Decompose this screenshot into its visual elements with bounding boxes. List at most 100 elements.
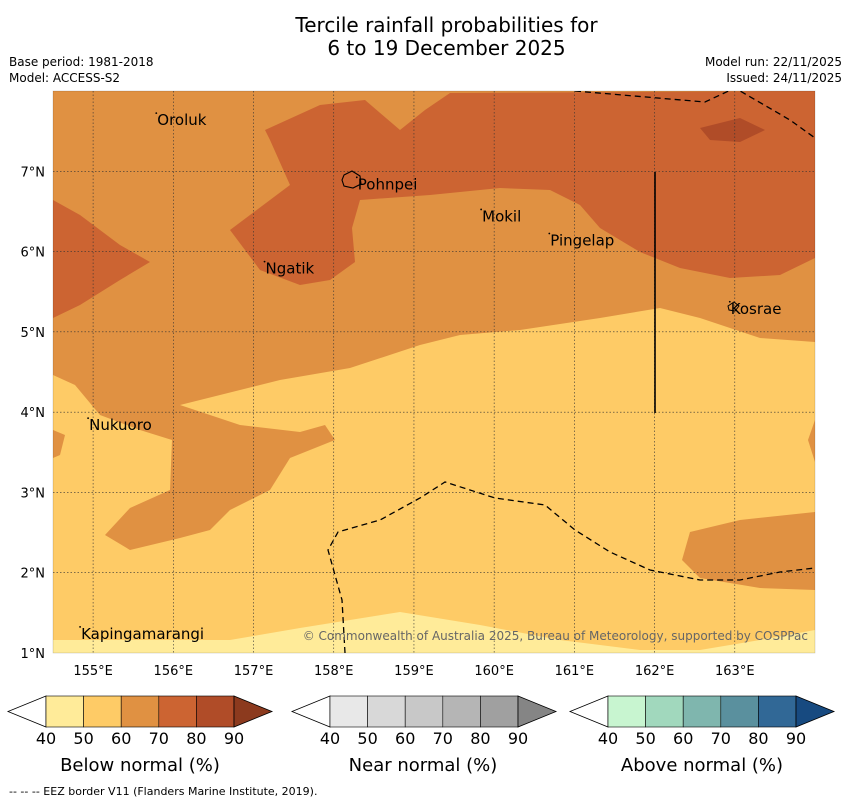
colorbar-tick: 40 [320,729,340,748]
colorbar-tick: 90 [224,729,244,748]
colorbar-extend-high [233,695,274,728]
colorbar-tick: 70 [149,729,169,748]
colorbar-extend-high [517,695,558,728]
place-label-nukuoro: Nukuoro [89,416,152,434]
lon-tick-label: 155°E [73,664,113,679]
colorbar-segment [607,695,646,728]
copyright-text: © Commonwealth of Australia 2025, Bureau… [303,629,808,643]
legend-label-near: Near normal (%) [348,755,498,776]
title-line-2: 6 to 19 December 2025 [327,36,566,60]
colorbar-segment [480,695,519,728]
colorbar-segment [758,695,797,728]
place-label-pingelap: Pingelap [550,232,614,250]
base-period: Base period: 1981-2018 [9,55,154,69]
place-label-oroluk: Oroluk [157,111,206,129]
colorbar-tick: 60 [673,729,693,748]
colorbar-tick: 40 [598,729,618,748]
place-marker [155,112,158,114]
colorbar-segment [45,695,84,728]
place-label-ngatik: Ngatik [266,260,315,278]
lon-tick-label: 162°E [635,664,675,679]
colorbar-segment [442,695,481,728]
colorbar-segment [720,695,759,728]
colorbar-extend-high [795,695,836,728]
eez-border-south [327,481,815,653]
place-label-pohnpei: Pohnpei [358,175,418,193]
colorbar-extend-low [290,695,331,728]
pohnpei-island-shape [341,170,362,189]
place-label-mokil: Mokil [482,207,521,225]
lon-tick-label: 158°E [314,664,354,679]
colorbar-tick: 40 [36,729,56,748]
fill-60-70-west [53,430,65,458]
colorbar-tick: 80 [748,729,768,748]
colorbar-segment [367,695,406,728]
place-label-kapingamarangi: Kapingamarangi [81,625,204,643]
place-marker [355,176,358,179]
lon-tick-label: 156°E [154,664,194,679]
colorbar-segment [329,695,368,728]
fill-60-70-east [682,512,815,590]
chart-title: Tercile rainfall probabilities for 6 to … [0,14,850,60]
colorbar-segment [404,695,444,728]
colorbar-tick: 70 [433,729,453,748]
colorbar-extend-low [6,695,47,728]
colorbar-tick: 60 [395,729,415,748]
lat-tick-label: 4°N [21,406,46,421]
meta-left: Base period: 1981-2018 Model: ACCESS-S2 [9,54,154,86]
eez-borders [327,91,815,653]
lon-tick-label: 160°E [474,664,514,679]
lon-tick-label: 159°E [394,664,434,679]
fill-80-90-spot [700,118,765,142]
place-marker [480,208,483,211]
lon-tick-label: 163°E [715,664,755,679]
axis-labels: 155°E 156°E 157°E 158°E 159°E 160°E 161°E 162°E… [21,165,755,679]
legend-label-above: Above normal (%) [620,755,784,776]
colorbar-0: 40 50 60 70 80 90 [6,695,274,748]
place-marker [263,260,266,263]
colorbar-tick: 50 [635,729,655,748]
place-label-kosrae: Kosrae [731,300,782,318]
model-name: Model: ACCESS-S2 [9,71,121,85]
lat-tick-label: 5°N [21,326,46,341]
colorbar-tick: 90 [786,729,806,748]
model-run: Model run: 22/11/2025 [704,55,842,69]
lat-tick-label: 6°N [21,246,46,261]
colorbar-segment [83,695,122,728]
colorbar-segment [196,695,235,728]
colorbar-2: 40 50 60 70 80 90 [568,695,836,748]
lon-tick-label: 157°E [234,664,274,679]
meta-right: Model run: 22/11/2025 Issued: 24/11/2025 [705,54,842,86]
fill-60-70-east-edge [808,420,815,462]
legend: 40 50 60 70 80 90 40 50 60 70 80 90 40 50 60 70 80 90 [6,695,836,748]
issued-date: Issued: 24/11/2025 [726,71,842,85]
colorbar-1: 40 50 60 70 80 90 [290,695,558,748]
fill-70-80-main [230,91,815,285]
colorbar-tick: 80 [470,729,490,748]
kosrae-island-shape [727,301,740,312]
lat-tick-label: 3°N [21,486,46,501]
colorbar-tick: 50 [73,729,93,748]
place-marker [728,300,731,303]
legend-label-below: Below normal (%) [60,755,220,776]
colorbar-tick: 80 [186,729,206,748]
footnote: -- -- -- EEZ border V11 (Flanders Marine… [9,785,318,798]
map-fill-layers [53,91,815,653]
colorbar-tick: 90 [508,729,528,748]
colorbar-segment [682,695,722,728]
place-marker [548,232,551,235]
place-labels: Oroluk Pohnpei Mokil Pingelap Ngatik Kosrae Nu… [79,111,781,643]
lat-tick-label: 2°N [21,567,46,582]
lat-tick-label: 1°N [21,647,46,662]
colorbar-tick: 50 [357,729,377,748]
colorbar-segment [645,695,684,728]
colorbar-extend-low [568,695,609,728]
colorbar-segment [120,695,160,728]
colorbar-segment [158,695,197,728]
place-marker [87,417,89,420]
colorbar-tick: 70 [711,729,731,748]
lon-tick-label: 161°E [555,664,595,679]
title-line-1: Tercile rainfall probabilities for [295,13,598,37]
map-frame [52,90,816,654]
